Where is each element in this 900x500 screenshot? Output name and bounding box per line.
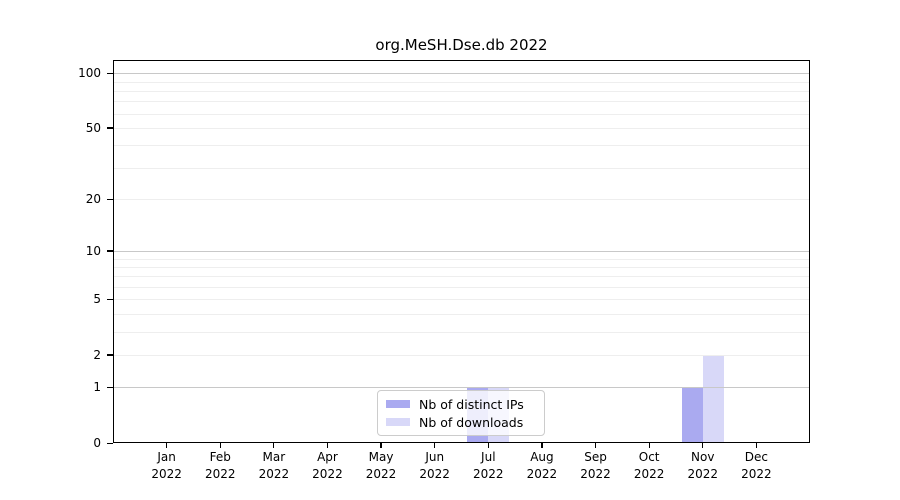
x-tick-label: Jan 2022 <box>151 450 182 481</box>
y-tick-mark <box>107 72 113 74</box>
gridline-minor <box>114 331 809 333</box>
x-tick-mark <box>434 443 436 448</box>
x-tick-mark <box>648 443 650 448</box>
gridline-minor <box>114 167 809 169</box>
gridline-minor <box>114 127 809 129</box>
x-tick-label: Oct 2022 <box>633 450 665 481</box>
legend-label-distinct-ips: Nb of distinct IPs <box>419 396 524 412</box>
gridline-minor <box>114 287 809 289</box>
gridline-minor <box>114 81 809 83</box>
gridline-minor <box>114 90 809 92</box>
y-tick-label: 20 <box>85 192 101 207</box>
legend: Nb of distinct IPs Nb of downloads <box>377 390 545 436</box>
y-tick-mark <box>107 127 113 129</box>
chart-title: org.MeSH.Dse.db 2022 <box>375 36 548 54</box>
gridline-minor <box>114 314 809 316</box>
x-tick-mark <box>380 443 382 448</box>
x-tick-label: Jun 2022 <box>419 450 450 481</box>
gridline-major <box>114 250 809 252</box>
x-tick-mark <box>273 443 275 448</box>
gridline-minor <box>114 354 809 356</box>
gridline-major <box>114 73 809 75</box>
y-tick-label: 2 <box>93 347 101 362</box>
gridline-minor <box>114 199 809 201</box>
x-tick-label: May 2022 <box>365 450 397 481</box>
legend-swatch-downloads-icon <box>386 418 410 426</box>
y-tick-label: 0 <box>93 436 101 450</box>
x-tick-mark <box>219 443 221 448</box>
x-tick-mark <box>594 443 597 448</box>
x-tick-label: Nov 2022 <box>687 450 719 481</box>
x-tick-mark <box>755 443 757 448</box>
x-tick-label: Mar 2022 <box>258 450 290 481</box>
gridline-minor <box>114 145 809 147</box>
x-tick-mark <box>166 443 168 448</box>
y-tick-mark <box>107 298 113 301</box>
bar-distinct-ips <box>681 387 703 442</box>
x-tick-label: Feb 2022 <box>204 450 236 481</box>
y-tick-label: 1 <box>93 380 101 395</box>
gridline-minor <box>114 113 809 115</box>
x-tick-mark <box>702 443 704 448</box>
x-tick-label: Dec 2022 <box>741 450 772 481</box>
bar-downloads <box>702 354 724 442</box>
legend-item-distinct-ips: Nb of distinct IPs <box>386 397 536 412</box>
y-tick-label: 100 <box>78 66 101 81</box>
gridline-major <box>114 387 809 389</box>
y-tick-label: 5 <box>93 292 101 307</box>
gridline-minor <box>114 299 809 301</box>
x-tick-label: Aug 2022 <box>526 450 558 481</box>
gridline-minor <box>114 276 809 278</box>
legend-item-downloads: Nb of downloads <box>386 415 536 430</box>
y-tick-mark <box>107 386 113 389</box>
x-tick-label: Sep 2022 <box>580 450 611 481</box>
x-tick-mark <box>541 443 543 448</box>
y-tick-mark <box>107 198 113 200</box>
y-tick-label: 10 <box>85 243 101 258</box>
gridline-minor <box>114 101 809 103</box>
x-tick-label: Jul 2022 <box>473 450 504 481</box>
y-tick-mark <box>107 442 113 444</box>
plot-frame <box>113 60 810 443</box>
x-tick-mark <box>326 443 329 448</box>
y-tick-label: 50 <box>85 120 101 135</box>
x-tick-mark <box>487 443 489 448</box>
y-tick-mark <box>107 354 113 356</box>
x-tick-label: Apr 2022 <box>312 450 343 481</box>
y-tick-mark <box>107 250 113 252</box>
legend-label-downloads: Nb of downloads <box>419 414 524 430</box>
legend-swatch-distinct-ips-icon <box>386 400 410 408</box>
gridline-minor <box>114 266 809 268</box>
gridline-minor <box>114 258 809 260</box>
